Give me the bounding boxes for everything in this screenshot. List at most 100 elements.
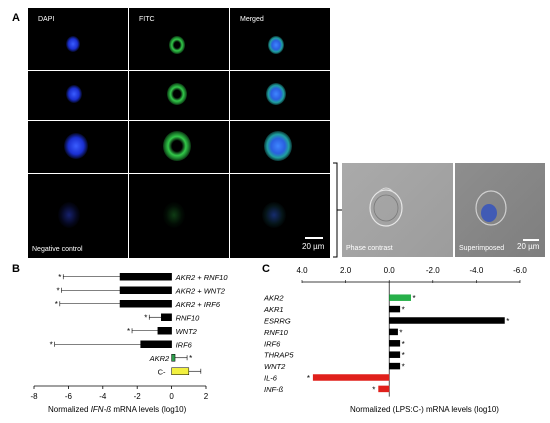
bracket <box>333 162 342 258</box>
tile-dapi-2 <box>28 71 128 120</box>
tile-fitc-3 <box>129 121 229 173</box>
tile-merged-1: Merged <box>230 8 330 70</box>
phase-contrast-label: Phase contrast <box>346 245 393 252</box>
chart-b-significance-star: * <box>58 273 61 282</box>
panel-a-letter: A <box>12 12 20 24</box>
tile-merged-2 <box>230 71 330 120</box>
chart-c-tick-label: -2.0 <box>426 266 440 275</box>
chart-b-bar <box>119 300 172 308</box>
chart-b-xlabel: Normalized IFN-ß mRNA levels (log10) <box>48 405 186 414</box>
chart-c-category-label: INF-ß <box>264 385 284 394</box>
chart-c-tick-label: 0.0 <box>384 266 396 275</box>
chart-c-xlabel: Normalized (LPS:C-) mRNA levels (log10) <box>350 405 499 414</box>
chart-b-category-label: WNT2 <box>176 327 198 336</box>
tile-fitc-4 <box>129 174 229 258</box>
chart-b-bar <box>171 367 190 375</box>
cell-merged-1 <box>268 36 284 54</box>
nucleus-2 <box>66 85 82 103</box>
chart-c-category-label: AKR2 <box>263 294 284 303</box>
chart-c-significance-star: * <box>372 385 375 394</box>
cell-fitc-4 <box>163 202 185 228</box>
cell-fitc-2 <box>167 83 187 105</box>
chart-b-tick-label: 2 <box>204 392 209 401</box>
chart-b-bar <box>119 286 172 294</box>
chart-b-category-label: IRF6 <box>176 340 193 349</box>
chart-c-bar <box>389 362 401 370</box>
chart-b-significance-star: * <box>127 327 130 336</box>
superimposed-label: Superimposed <box>459 245 505 252</box>
chart-b-significance-star: * <box>57 286 60 295</box>
column-label-merged: Merged <box>240 16 264 23</box>
negative-control-label: Negative control <box>32 246 83 253</box>
tile-fitc-1: FITC <box>129 8 229 70</box>
chart-c-bar <box>389 317 505 324</box>
scale-bar-2 <box>523 239 539 241</box>
chart-c-tick-label: 2.0 <box>340 266 352 275</box>
chart-c-significance-star: * <box>307 374 310 383</box>
tile-dapi-4: Negative control <box>28 174 128 258</box>
chart-b-xlabel-italic: IFN-ß <box>90 405 112 414</box>
chart-c-bar <box>389 305 401 313</box>
chart-b-tick-label: 0 <box>169 392 174 401</box>
column-label-fitc: FITC <box>139 16 155 23</box>
chart-b: -8 -6 -4 -2 0 2 * AKR2 + RNF10 * AKR2 + WNT2 * AKR2… <box>30 273 229 401</box>
cell-merged-3 <box>264 131 292 161</box>
chart-c-significance-star: * <box>506 317 509 326</box>
chart-b-xlabel-post: mRNA levels (log10) <box>111 405 187 414</box>
chart-b-significance-star: * <box>55 300 58 309</box>
chart-c-tick-label: -4.0 <box>470 266 484 275</box>
scale-bar-1 <box>305 237 323 239</box>
panel-c-letter: C <box>262 263 270 275</box>
chart-c-significance-star: * <box>402 306 405 315</box>
chart-b-significance-star: * <box>50 340 53 349</box>
chart-b-significance-star: * <box>189 354 192 363</box>
chart-b-bar <box>140 340 172 348</box>
chart-c-category-label: RNF10 <box>264 328 289 337</box>
chart-c-significance-star: * <box>402 363 405 372</box>
chart-c-significance-star: * <box>399 328 402 337</box>
chart-c-category-label: IL-6 <box>264 374 278 383</box>
chart-c-bar <box>389 351 401 358</box>
tile-merged-4: 20 µm <box>230 174 330 258</box>
phase-contrast-image: Phase contrast <box>342 163 453 257</box>
chart-b-tick-label: -2 <box>134 392 142 401</box>
superimposed-image: Superimposed 20 µm <box>455 163 545 257</box>
chart-c-category-label: AKR1 <box>263 305 284 314</box>
chart-c-bar <box>389 294 411 301</box>
tile-dapi-3 <box>28 121 128 173</box>
chart-c-bar <box>378 385 390 393</box>
chart-b-category-label: C- <box>158 367 166 376</box>
chart-b-category-label: AKR2 <box>149 354 170 363</box>
nucleus-1 <box>66 36 80 52</box>
tile-dapi-1: DAPI <box>28 8 128 70</box>
chart-c: 4.0 2.0 0.0 -2.0 -4.0 -6.0 * AKR2 * AKR1 * ESRRG * RN… <box>263 266 527 397</box>
chart-b-bar <box>119 273 172 281</box>
chart-c-tick-label: -6.0 <box>513 266 527 275</box>
chart-b-category-label: RNF10 <box>176 313 201 322</box>
chart-b-category-label: AKR2 + RNF10 <box>175 273 229 282</box>
tile-fitc-2 <box>129 71 229 120</box>
cell-fitc-3 <box>163 131 191 161</box>
chart-c-bar <box>312 374 390 381</box>
tile-merged-3 <box>230 121 330 173</box>
chart-c-category-label: THRAP5 <box>264 351 294 360</box>
chart-b-tick-label: -6 <box>65 392 73 401</box>
chart-b-significance-star: * <box>144 313 147 322</box>
cell-fitc-1 <box>169 36 185 54</box>
chart-b-bar <box>157 327 172 335</box>
chart-b-tick-label: -8 <box>30 392 38 401</box>
cell-merged-2 <box>266 83 286 105</box>
panel-b-letter: B <box>12 263 20 275</box>
chart-c-bar <box>389 328 398 336</box>
chart-b-xlabel-pre: Normalized <box>48 405 91 414</box>
chart-c-tick-label: 4.0 <box>296 266 308 275</box>
column-label-dapi: DAPI <box>38 16 55 23</box>
nucleus-3 <box>64 133 88 159</box>
chart-c-category-label: IRF6 <box>264 339 281 348</box>
chart-b-tick-label: -4 <box>99 392 107 401</box>
chart-c-category-label: ESRRG <box>264 317 291 326</box>
chart-c-significance-star: * <box>402 351 405 360</box>
nucleus-4 <box>58 202 80 228</box>
chart-c-bar <box>389 340 401 347</box>
chart-b-bar <box>171 354 176 362</box>
